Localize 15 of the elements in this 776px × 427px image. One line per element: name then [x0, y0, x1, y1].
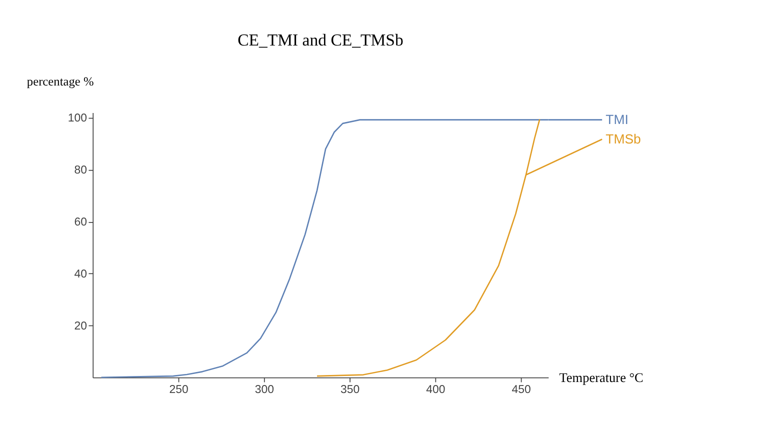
y-tick-label: 20 — [74, 320, 87, 332]
y-tick-label: 60 — [74, 216, 87, 229]
y-axis-title: percentage % — [26, 74, 94, 89]
legend-label: TMI — [606, 112, 628, 128]
x-tick-label: 350 — [340, 384, 360, 396]
y-tick-label: 100 — [68, 112, 87, 125]
x-tick-label: 250 — [169, 384, 188, 396]
x-tick-label: 300 — [254, 384, 274, 396]
text: TMSb — [606, 132, 641, 147]
x-tick-label: 450 — [512, 384, 531, 396]
y-tick-label: 40 — [74, 268, 87, 280]
x-tick-label: 400 — [426, 384, 446, 396]
y-tick-label: 80 — [74, 164, 87, 177]
x-axis-title: Temperature °C — [559, 370, 644, 386]
chart-title: CE_TMI and CE_TMSb — [238, 30, 404, 50]
